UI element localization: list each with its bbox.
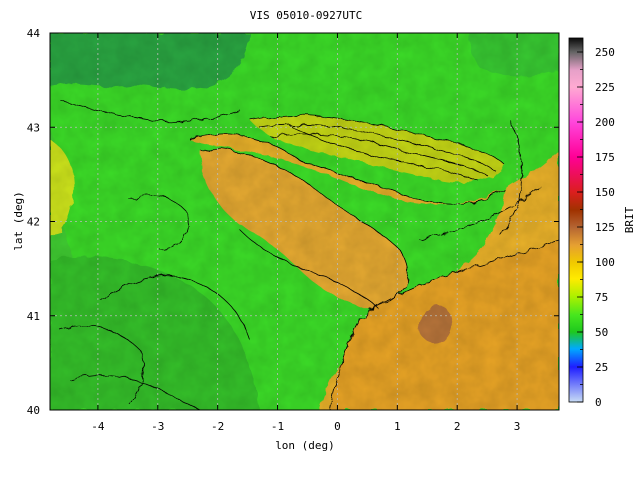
x-tick-label: -3 [151, 420, 164, 433]
colorbar-ticks: 0 25 50 75 100 125 150 175 200 225 250 [577, 46, 615, 409]
colorbar-tick-label: 125 [595, 221, 615, 234]
colorbar-tick-label: 50 [595, 326, 608, 339]
x-axis-label: lon (deg) [275, 439, 335, 452]
y-tick-label: 42 [27, 216, 40, 229]
colorbar-tick-label: 0 [595, 396, 602, 409]
colorbar-tick-label: 150 [595, 186, 615, 199]
y-tick-label: 40 [27, 404, 40, 417]
x-tick-label: -1 [271, 420, 284, 433]
colorbar: 0 25 50 75 100 125 150 175 200 225 250 BRIT [568, 37, 636, 409]
colorbar-ramp [568, 37, 584, 403]
colorbar-tick-label: 200 [595, 116, 615, 129]
map-image [50, 33, 559, 410]
x-tick-label: 3 [514, 420, 521, 433]
x-tick-label: -4 [91, 420, 105, 433]
colorbar-tick-label: 225 [595, 81, 615, 94]
colorbar-tick-label: 25 [595, 361, 608, 374]
x-tick-label: 0 [334, 420, 341, 433]
y-tick-label: 43 [27, 121, 40, 134]
x-axis: -4 -3 -2 -1 0 1 2 3 [91, 33, 520, 433]
x-tick-label: 2 [454, 420, 461, 433]
map-title: VIS 05010-0927UTC [250, 9, 363, 22]
colorbar-label: BRIT [623, 206, 636, 233]
y-axis-label: lat (deg) [12, 191, 25, 251]
colorbar-tick-label: 100 [595, 256, 615, 269]
y-tick-label: 44 [27, 27, 41, 40]
x-tick-label: -2 [211, 420, 224, 433]
colorbar-tick-label: 175 [595, 151, 615, 164]
contour-lines [59, 99, 559, 410]
y-tick-label: 41 [27, 310, 40, 323]
y-axis: 40 41 42 43 44 [27, 27, 559, 417]
colorbar-tick-label: 75 [595, 291, 608, 304]
colorbar-tick-label: 250 [595, 46, 615, 59]
x-tick-label: 1 [394, 420, 401, 433]
